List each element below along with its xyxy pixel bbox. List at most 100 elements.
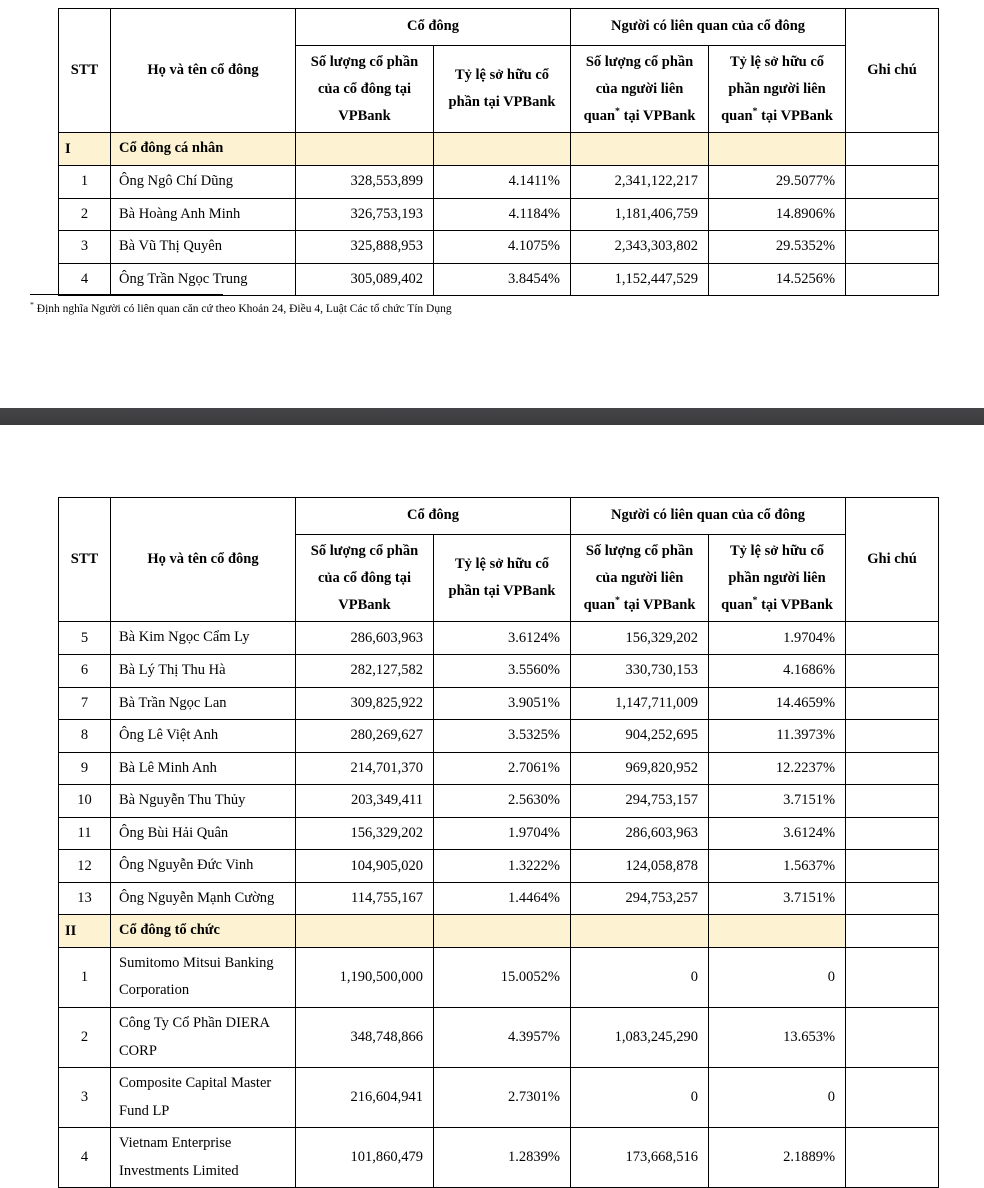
- cell-shares: 203,349,411: [295, 784, 434, 818]
- cell-note: [845, 849, 940, 883]
- col-header-stt: STT: [58, 7, 111, 134]
- col-header-shares: Số lượng cổ phần của cổ đông tại VPBank: [295, 533, 434, 623]
- cell-ratio: 3.6124%: [432, 621, 572, 655]
- cell-ratio: 2.7301%: [432, 1067, 572, 1129]
- table-row: 12 Ông Nguyễn Đức Vinh 104,905,020 1.322…: [58, 849, 940, 883]
- cell-related-ratio: 29.5077%: [708, 164, 847, 199]
- cell-stt: 3: [58, 230, 111, 264]
- group-header-related: Người có liên quan của cổ đông: [570, 8, 847, 46]
- cell-ratio: 1.4464%: [432, 881, 572, 916]
- asterisk-superscript: *: [615, 594, 620, 606]
- section-label: Cổ đông tổ chức: [110, 914, 296, 948]
- cell-shares: 216,604,941: [295, 1067, 434, 1129]
- cell-name: Ông Nguyễn Mạnh Cường: [110, 881, 296, 916]
- cell-ratio: 2.5630%: [432, 784, 572, 818]
- cell-ratio: 4.3957%: [432, 1006, 572, 1069]
- shareholder-table-page2: STT Họ và tên cổ đông Cổ đông Người có l…: [58, 496, 940, 1188]
- cell-name: Bà Kim Ngọc Cẩm Ly: [110, 621, 296, 655]
- footnote-asterisk: *: [30, 300, 34, 310]
- table-row: 3 Composite Capital Master Fund LP 216,6…: [58, 1067, 940, 1129]
- table-row: 10 Bà Nguyễn Thu Thủy 203,349,411 2.5630…: [58, 784, 940, 818]
- footnote-text: Định nghĩa Người có liên quan căn cứ the…: [33, 303, 452, 315]
- cell-stt: 5: [58, 621, 111, 655]
- cell-note: [845, 1006, 940, 1069]
- table-header: STT Họ và tên cổ đông Cổ đông Người có l…: [58, 496, 940, 623]
- shareholder-table-page1: STT Họ và tên cổ đông Cổ đông Người có l…: [58, 7, 940, 297]
- cell-stt: 10: [58, 784, 111, 818]
- section-label: Cổ đông cá nhân: [110, 132, 296, 166]
- cell-note: [845, 946, 940, 1009]
- asterisk-superscript: *: [752, 594, 758, 606]
- section-row-organization: II Cổ đông tổ chức: [58, 914, 940, 948]
- header-text: tại VPBank: [757, 596, 833, 613]
- cell-ratio: 3.5325%: [432, 719, 572, 753]
- cell-name: Composite Capital Master Fund LP: [110, 1067, 296, 1129]
- cell-stt: 6: [58, 653, 111, 688]
- cell-note: [845, 719, 940, 753]
- asterisk-superscript: *: [752, 105, 758, 117]
- cell-stt: 12: [58, 849, 111, 883]
- col-header-related-ratio: Tỷ lệ sở hữu cổ phần người liên quan* tạ…: [708, 533, 847, 623]
- cell-stt: 13: [58, 881, 111, 916]
- header-text: tại VPBank: [757, 107, 833, 124]
- cell-note: [845, 816, 940, 851]
- cell-shares: 280,269,627: [295, 719, 434, 753]
- col-header-stt: STT: [58, 496, 111, 623]
- section-empty-cell: [570, 914, 710, 948]
- table-row: 2 Công Ty Cổ Phần DIERA CORP 348,748,866…: [58, 1006, 940, 1069]
- table-row: 7 Bà Trần Ngọc Lan 309,825,922 3.9051% 1…: [58, 686, 940, 721]
- cell-note: [845, 197, 940, 232]
- cell-related-ratio: 14.4659%: [708, 686, 847, 721]
- cell-stt: 4: [58, 262, 111, 297]
- section-note-cell: [845, 914, 940, 948]
- cell-related-ratio: 11.3973%: [708, 719, 847, 753]
- cell-related-shares: 294,753,157: [570, 784, 710, 818]
- cell-stt: 8: [58, 719, 111, 753]
- cell-related-ratio: 14.8906%: [708, 197, 847, 232]
- cell-related-ratio: 4.1686%: [708, 653, 847, 688]
- cell-related-ratio: 29.5352%: [708, 230, 847, 264]
- group-header-shareholder: Cổ đông: [294, 497, 572, 535]
- section-number: II: [58, 914, 111, 948]
- cell-ratio: 4.1075%: [432, 230, 572, 264]
- cell-related-shares: 294,753,257: [570, 881, 710, 916]
- cell-name: Bà Nguyễn Thu Thủy: [110, 784, 296, 818]
- cell-related-ratio: 0: [708, 1067, 847, 1129]
- cell-name: Sumitomo Mitsui Banking Corporation: [110, 946, 296, 1009]
- cell-note: [845, 164, 940, 199]
- col-header-name: Họ và tên cổ đông: [110, 496, 296, 623]
- cell-related-shares: 904,252,695: [570, 719, 710, 753]
- cell-name: Bà Lê Minh Anh: [110, 751, 296, 786]
- table-row: 13 Ông Nguyễn Mạnh Cường 114,755,167 1.4…: [58, 881, 940, 916]
- cell-related-ratio: 3.7151%: [708, 881, 847, 916]
- section-empty-cell: [432, 132, 572, 166]
- section-empty-cell: [708, 132, 847, 166]
- table-row: 5 Bà Kim Ngọc Cẩm Ly 286,603,963 3.6124%…: [58, 621, 940, 655]
- group-header-shareholder: Cổ đông: [294, 8, 572, 46]
- cell-related-ratio: 13.653%: [708, 1006, 847, 1069]
- cell-shares: 1,190,500,000: [295, 946, 434, 1009]
- table-row: 4 Vietnam Enterprise Investments Limited…: [58, 1127, 940, 1188]
- organization-rows-body: 1 Sumitomo Mitsui Banking Corporation 1,…: [58, 946, 940, 1188]
- cell-related-shares: 1,152,447,529: [570, 262, 710, 297]
- cell-note: [845, 751, 940, 786]
- group-header-related: Người có liên quan của cổ đông: [570, 497, 847, 535]
- page-separator-bar: [0, 408, 984, 425]
- cell-shares: 282,127,582: [295, 653, 434, 688]
- header-text: Tỷ lệ sở hữu cổ phần người liên quan: [721, 543, 826, 613]
- cell-name: Công Ty Cổ Phần DIERA CORP: [110, 1006, 296, 1069]
- cell-ratio: 3.8454%: [432, 262, 572, 297]
- cell-note: [845, 621, 940, 655]
- cell-note: [845, 881, 940, 916]
- cell-ratio: 3.9051%: [432, 686, 572, 721]
- cell-related-ratio: 1.5637%: [708, 849, 847, 883]
- cell-ratio: 4.1184%: [432, 197, 572, 232]
- table-row: 2 Bà Hoàng Anh Minh 326,753,193 4.1184% …: [58, 197, 940, 232]
- cell-stt: 7: [58, 686, 111, 721]
- individual-rows-body: 5 Bà Kim Ngọc Cẩm Ly 286,603,963 3.6124%…: [58, 621, 940, 916]
- header-text: tại VPBank: [619, 596, 696, 613]
- cell-shares: 101,860,479: [295, 1127, 434, 1188]
- table-row: 1 Sumitomo Mitsui Banking Corporation 1,…: [58, 946, 940, 1009]
- cell-related-shares: 1,083,245,290: [570, 1006, 710, 1069]
- cell-shares: 114,755,167: [295, 881, 434, 916]
